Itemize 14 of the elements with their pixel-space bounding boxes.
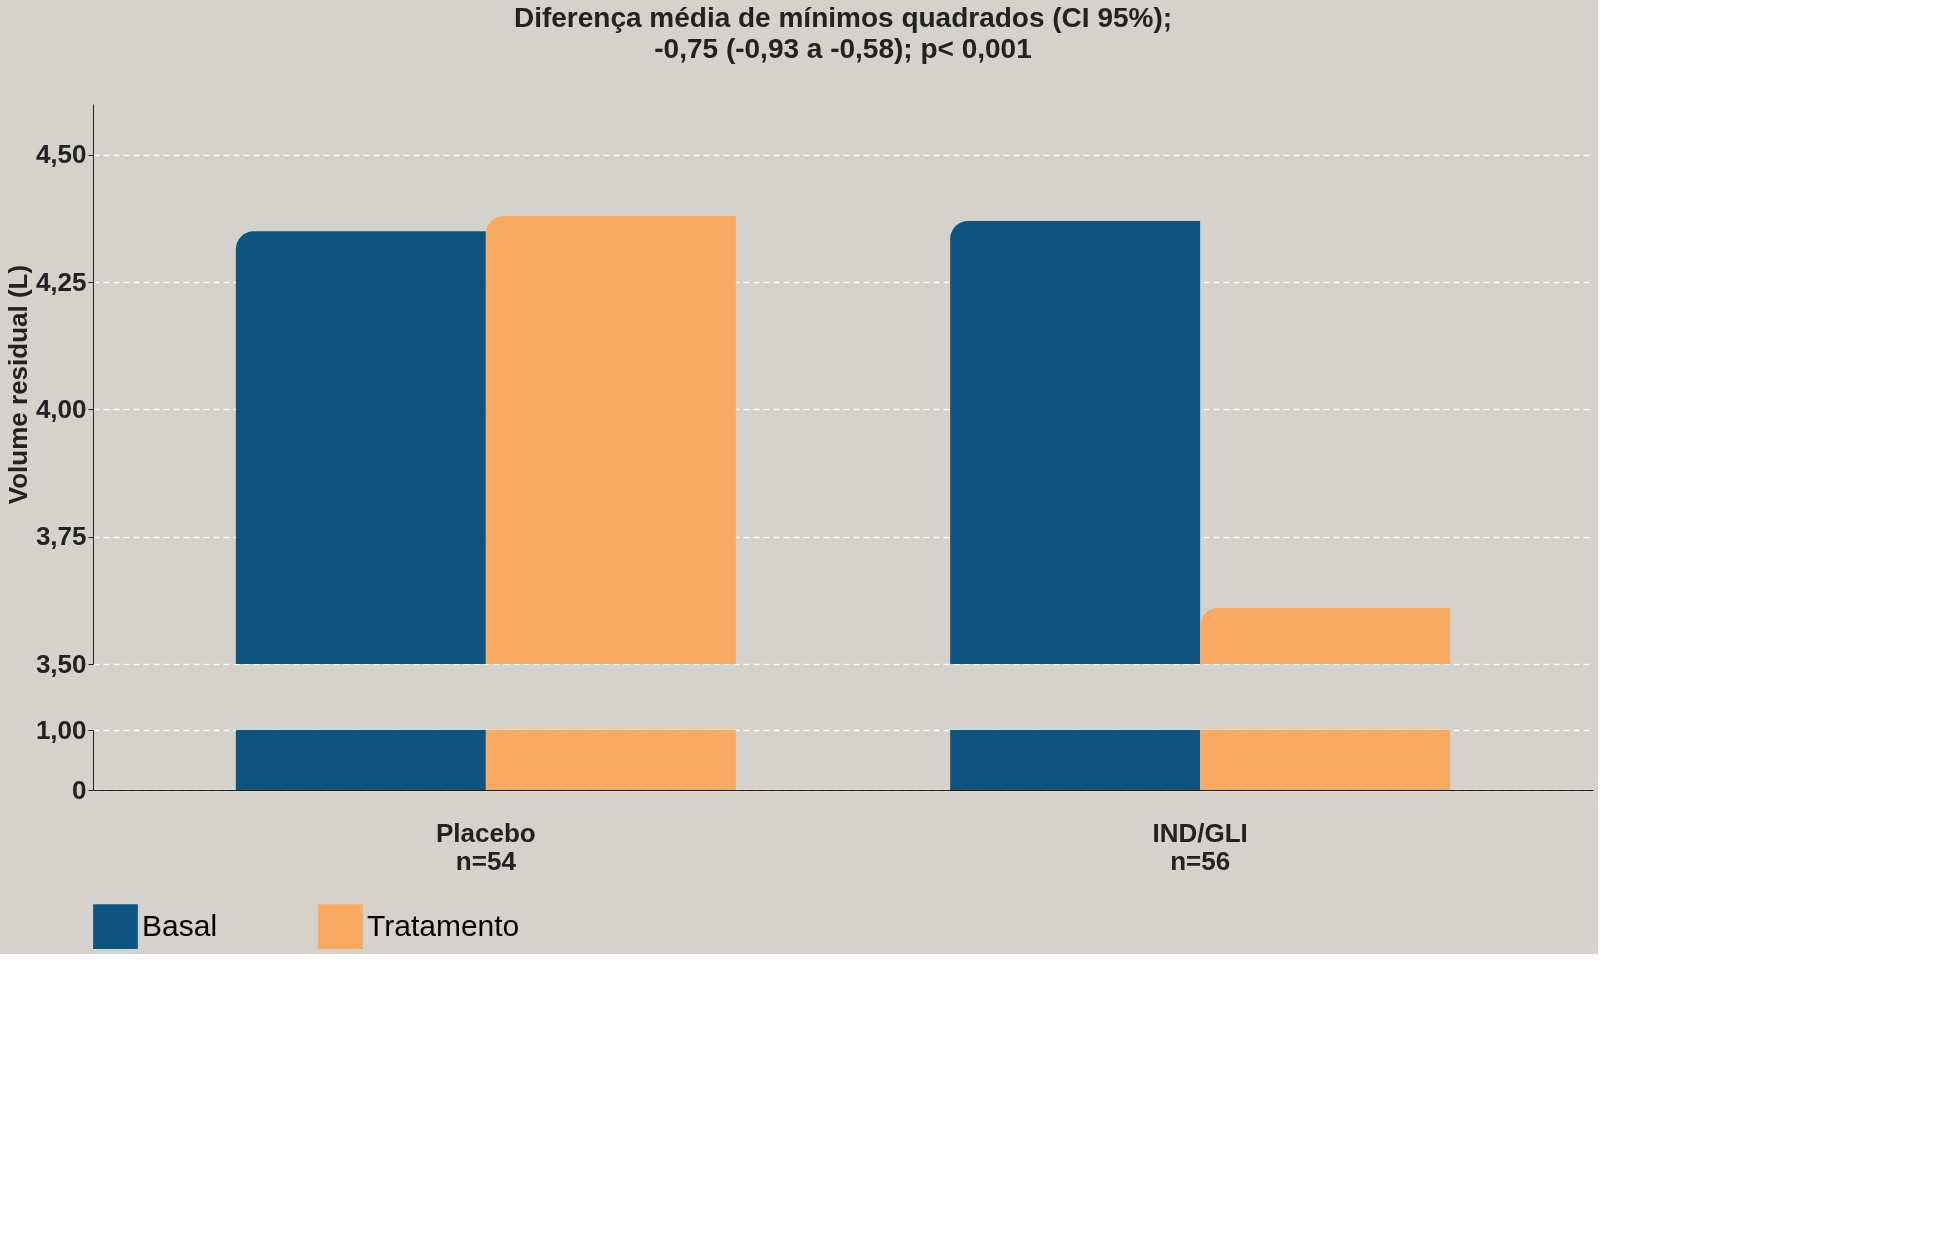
y-tick-label: 4,25 [35,266,87,297]
chart-title: Diferença média de mínimos quadrados (CI 95%); [513,2,1173,33]
y-tick-label: 4,00 [35,393,87,424]
legend-label: Tratamento [367,908,520,942]
x-tick-label: IND/GLI n=56 [1152,817,1248,876]
y-tick-label: 3,50 [35,648,87,679]
chart-subtitle: -0,75 (-0,93 a -0,58); p< 0,001 [654,33,1032,64]
y-tick-label: 3,75 [35,521,87,552]
x-tick-label: Placebo n=54 [436,817,536,876]
y-tick-label: 1,00 [35,714,87,745]
y-tick-label: 4,50 [35,139,87,170]
y-tick-label: 0 [72,774,87,805]
legend-label: Basal [142,908,218,942]
y-axis-title: Volume residual (L) [2,264,33,505]
